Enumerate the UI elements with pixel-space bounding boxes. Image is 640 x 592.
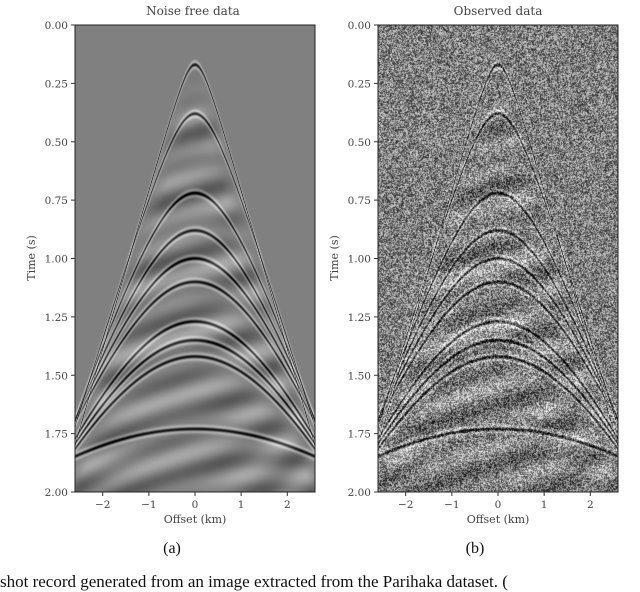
panel-a-x-tick-label: 2 [284, 499, 291, 511]
panel-a-caption-label: (a) [163, 540, 181, 557]
panel-a-ticks: −2 −1 0 1 2 0.00 0.25 0.50 0.75 1.00 1.25 1.50 1.75 2… [45, 20, 291, 511]
panel-b: Observed data −2 −1 0 1 2 0.00 0.25 0.50 0.75 1.0… [328, 4, 619, 557]
panel-b-x-tick-label: −2 [398, 499, 413, 511]
panel-b-y-tick-label: 0.25 [348, 78, 371, 90]
panel-b-caption-label: (b) [466, 540, 485, 557]
panel-a-y-tick-label: 1.25 [45, 312, 68, 324]
panel-a-y-tick-label: 2.00 [45, 487, 68, 499]
panel-b-ticks: −2 −1 0 1 2 0.00 0.25 0.50 0.75 1.00 1.25 1.50 1.75 2… [348, 20, 594, 511]
panel-b-y-tick-label: 1.25 [348, 312, 371, 324]
panel-a-x-axis-label: Offset (km) [164, 513, 227, 526]
panel-b-x-tick-label: −1 [444, 499, 459, 511]
panel-a-x-tick-label: −1 [141, 499, 156, 511]
panel-a-y-tick-label: 1.50 [45, 370, 68, 382]
panel-a-y-tick-label: 0.75 [45, 195, 68, 207]
panel-a-seismic-image [75, 25, 315, 492]
panel-a: Noise free data −2 −1 0 1 2 0.00 0.25 0.50 0.75 1… [25, 4, 316, 557]
panel-b-y-tick-label: 1.00 [348, 254, 371, 266]
panel-b-plot-area [378, 25, 618, 492]
panel-a-title: Noise free data [146, 4, 240, 18]
panel-b-x-tick-label: 1 [541, 499, 548, 511]
panel-b-y-axis-label: Time (s) [328, 235, 341, 281]
panel-b-seismic-image [378, 25, 618, 492]
panel-a-y-tick-label: 0.50 [45, 137, 68, 149]
panel-b-y-tick-label: 0.75 [348, 195, 371, 207]
panel-b-y-tick-label: 2.00 [348, 487, 371, 499]
panel-a-x-tick-label: 0 [192, 499, 199, 511]
panel-b-x-axis-label: Offset (km) [467, 513, 530, 526]
panel-b-y-tick-label: 0.00 [348, 20, 371, 32]
panel-b-y-tick-label: 0.50 [348, 137, 371, 149]
panel-a-y-tick-label: 1.00 [45, 254, 68, 266]
figure-caption-fragment: shot record generated from an image extr… [0, 572, 508, 591]
panel-b-y-tick-label: 1.75 [348, 429, 371, 441]
panel-b-x-tick-label: 2 [587, 499, 594, 511]
panel-a-y-tick-label: 0.00 [45, 20, 68, 32]
panel-b-title: Observed data [454, 4, 543, 18]
panel-b-y-tick-label: 1.50 [348, 370, 371, 382]
panel-a-x-tick-label: −2 [95, 499, 110, 511]
panel-b-x-tick-label: 0 [495, 499, 502, 511]
panel-a-x-tick-label: 1 [238, 499, 245, 511]
panel-a-plot-area [75, 25, 315, 492]
panel-a-y-tick-label: 1.75 [45, 429, 68, 441]
panel-a-y-axis-label: Time (s) [25, 235, 38, 281]
panel-a-y-tick-label: 0.25 [45, 78, 68, 90]
